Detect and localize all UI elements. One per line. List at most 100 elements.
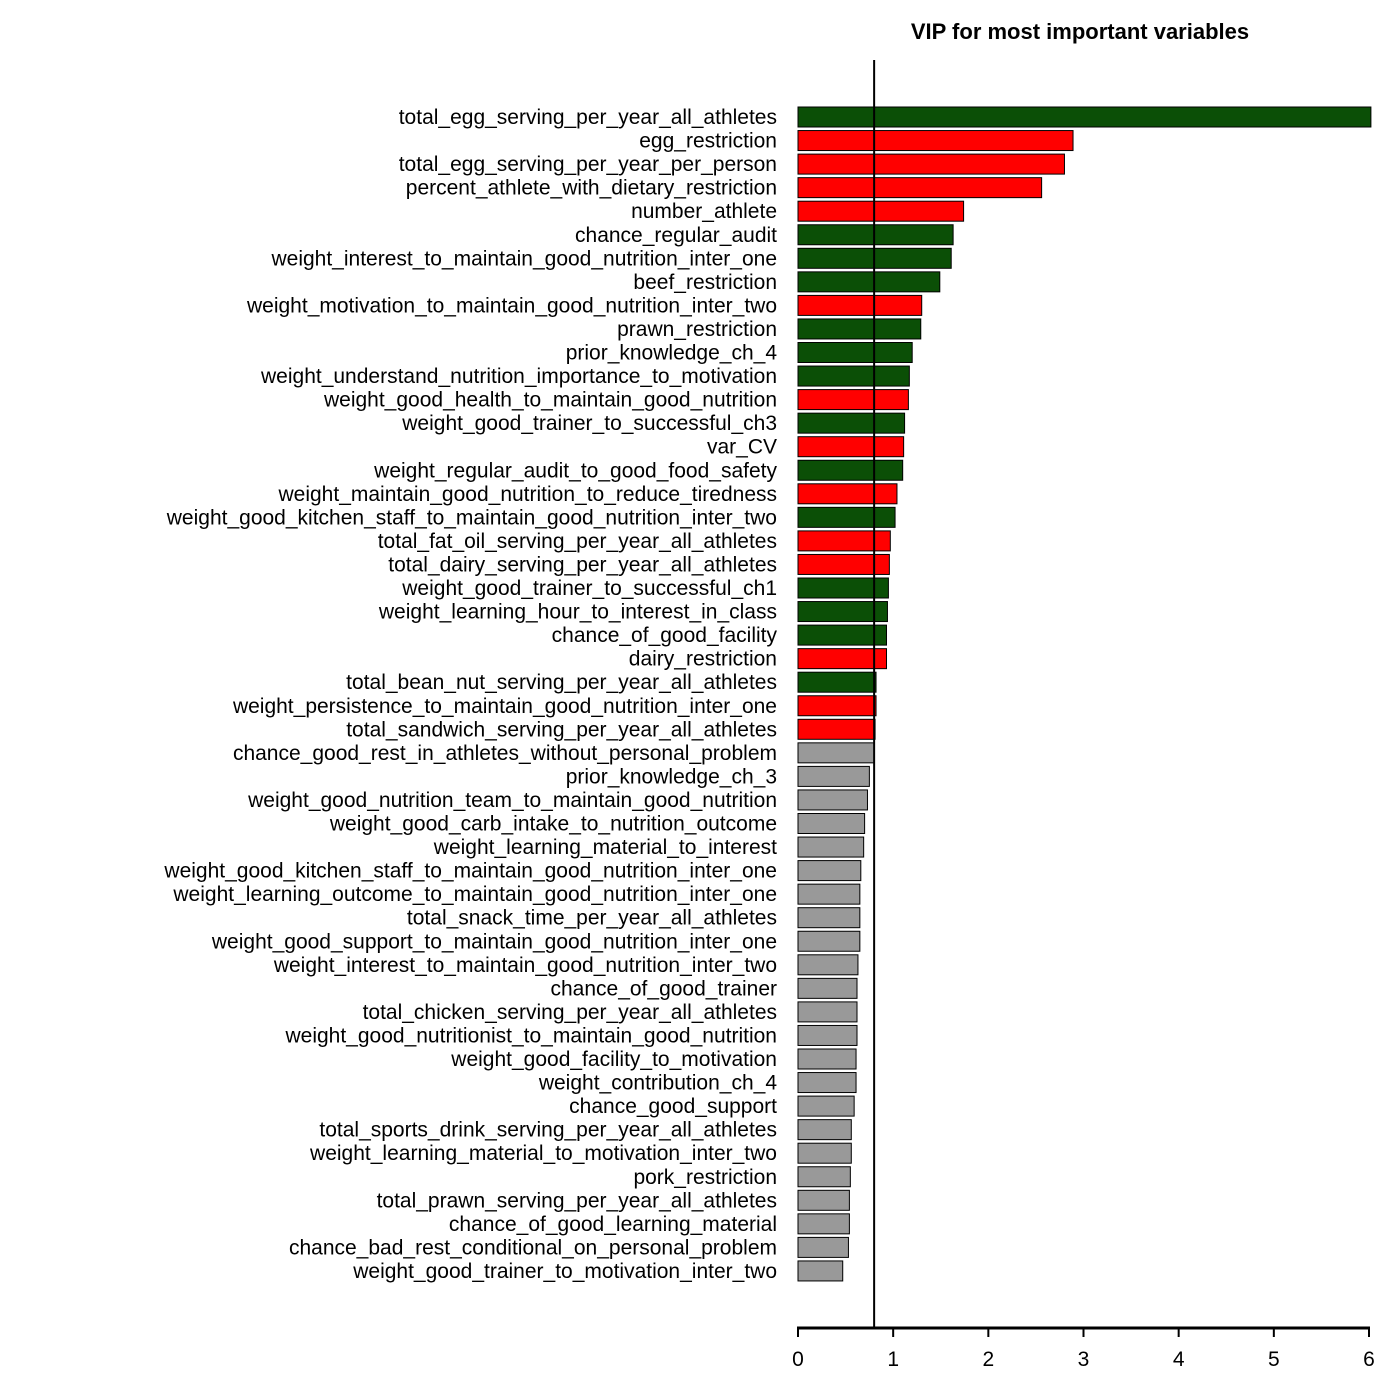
category-label: total_egg_serving_per_year_all_athletes (399, 106, 777, 129)
x-tick-label: 4 (1173, 1348, 1185, 1371)
category-label: total_snack_time_per_year_all_athletes (407, 907, 777, 930)
bar-beef_restriction (797, 271, 941, 293)
bar-weight_good_trainer_to_successful_ch1 (797, 577, 889, 599)
category-label: total_bean_nut_serving_per_year_all_athl… (346, 671, 777, 694)
category-label: pork_restriction (633, 1166, 777, 1189)
category-label: chance_of_good_facility (552, 624, 778, 647)
bar-weight_good_support_to_maintain_good_nutrition_inter_one (797, 930, 861, 952)
category-label: weight_good_trainer_to_motivation_inter_… (352, 1260, 777, 1283)
bar-weight_good_nutrition_team_to_maintain_good_nutrition (797, 789, 868, 811)
category-label: weight_learning_material_to_motivation_i… (309, 1142, 777, 1165)
bar-prior_knowledge_ch_4 (797, 342, 913, 363)
category-label: chance_good_support (569, 1095, 777, 1118)
category-label: egg_restriction (639, 130, 777, 153)
bar-total_fat_oil_serving_per_year_all_athletes (797, 530, 891, 552)
bar-weight_good_trainer_to_successful_ch3 (797, 412, 906, 434)
category-label: beef_restriction (633, 271, 777, 294)
bar-weight_understand_nutrition_importance_to_motivation (797, 365, 910, 387)
bar-weight_good_health_to_maintain_good_nutrition (797, 389, 909, 411)
bar-prior_knowledge_ch_3 (797, 765, 870, 787)
category-label: weight_interest_to_maintain_good_nutriti… (270, 247, 777, 270)
bar-total_sandwich_serving_per_year_all_athletes (797, 718, 876, 740)
category-label: weight_understand_nutrition_importance_t… (260, 365, 777, 388)
bar-weight_motivation_to_maintain_good_nutrition_inter_two (797, 294, 923, 316)
bar-chance_regular_audit (797, 224, 954, 246)
bar-total_egg_serving_per_year_all_athletes (797, 106, 1372, 128)
bar-total_sports_drink_serving_per_year_all_athletes (797, 1119, 852, 1141)
bar-weight_good_carb_intake_to_nutrition_outcome (797, 813, 866, 834)
bar-total_prawn_serving_per_year_all_athletes (797, 1189, 850, 1211)
bar-weight_learning_outcome_to_maintain_good_nutrition_inter_one (797, 883, 861, 905)
category-label: total_sports_drink_serving_per_year_all_… (319, 1119, 777, 1142)
category-label: weight_good_kitchen_staff_to_maintain_go… (166, 506, 777, 529)
bar-weight_learning_hour_to_interest_in_class (797, 601, 888, 623)
category-label: weight_good_facility_to_motivation (450, 1048, 777, 1071)
category-label: weight_maintain_good_nutrition_to_reduce… (277, 483, 777, 506)
category-label: weight_good_trainer_to_successful_ch3 (401, 412, 777, 435)
bar-dairy_restriction (797, 648, 888, 670)
bar-chance_bad_rest_conditional_on_personal_problem (797, 1236, 849, 1258)
category-label: weight_good_nutritionist_to_maintain_goo… (284, 1024, 777, 1047)
bar-weight_contribution_ch_4 (797, 1072, 857, 1094)
category-label: total_sandwich_serving_per_year_all_athl… (346, 718, 777, 741)
bar-weight_good_facility_to_motivation (797, 1048, 857, 1070)
bar-chance_of_good_trainer (797, 977, 858, 999)
category-label: var_CV (707, 436, 777, 459)
category-label: weight_regular_audit_to_good_food_safety (373, 459, 777, 482)
category-label: chance_bad_rest_conditional_on_personal_… (289, 1236, 777, 1259)
chart-title: VIP for most important variables (911, 19, 1249, 44)
bar-chance_of_good_learning_material (797, 1213, 850, 1235)
category-label: weight_learning_hour_to_interest_in_clas… (378, 601, 777, 624)
category-label: chance_regular_audit (575, 224, 777, 247)
bar-var_CV (797, 436, 905, 458)
category-label: chance_good_rest_in_athletes_without_per… (233, 742, 777, 765)
bar-pork_restriction (797, 1166, 851, 1188)
category-label: total_prawn_serving_per_year_all_athlete… (377, 1189, 777, 1212)
bar-weight_regular_audit_to_good_food_safety (797, 459, 904, 481)
bar-chance_good_support (797, 1095, 855, 1117)
bar-prawn_restriction (797, 318, 922, 340)
bar-weight_learning_material_to_interest (797, 836, 865, 858)
category-label: weight_interest_to_maintain_good_nutriti… (273, 954, 777, 977)
category-label: dairy_restriction (629, 648, 777, 671)
category-label: weight_good_health_to_maintain_good_nutr… (323, 389, 777, 412)
bar-weight_interest_to_maintain_good_nutrition_inter_two (797, 954, 859, 976)
bar-weight_good_kitchen_staff_to_maintain_good_nutrition_inter_two (797, 506, 896, 528)
bar-total_snack_time_per_year_all_athletes (797, 907, 861, 929)
bar-weight_persistence_to_maintain_good_nutrition_inter_one (797, 695, 877, 717)
bars-group (797, 106, 1372, 1282)
bar-total_chicken_serving_per_year_all_athletes (797, 1001, 858, 1023)
category-label: chance_of_good_learning_material (449, 1213, 777, 1236)
category-label: weight_motivation_to_maintain_good_nutri… (246, 294, 777, 317)
category-label: weight_contribution_ch_4 (538, 1072, 777, 1095)
category-label: prawn_restriction (617, 318, 777, 341)
x-tick-label: 5 (1268, 1348, 1280, 1371)
category-label: weight_good_kitchen_staff_to_maintain_go… (163, 860, 777, 883)
bar-percent_athlete_with_dietary_restriction (797, 177, 1043, 199)
bar-chance_of_good_facility (797, 624, 888, 646)
category-label: weight_good_carb_intake_to_nutrition_out… (329, 813, 777, 836)
x-tick-label: 3 (1078, 1348, 1090, 1371)
bar-weight_good_trainer_to_motivation_inter_two (797, 1260, 844, 1282)
category-label: total_chicken_serving_per_year_all_athle… (363, 1001, 777, 1024)
bar-egg_restriction (797, 130, 1074, 152)
bar-chance_good_rest_in_athletes_without_personal_problem (797, 742, 875, 764)
category-label: prior_knowledge_ch_3 (566, 765, 777, 788)
x-tick-label: 2 (982, 1348, 994, 1371)
bar-total_egg_serving_per_year_per_person (797, 153, 1065, 175)
category-label: weight_learning_material_to_interest (433, 836, 777, 859)
x-tick-label: 0 (792, 1348, 804, 1371)
x-tick-label: 6 (1363, 1348, 1375, 1371)
category-label: weight_good_nutrition_team_to_maintain_g… (247, 789, 777, 812)
category-label: total_egg_serving_per_year_per_person (399, 153, 777, 176)
x-tick-label: 1 (887, 1348, 899, 1371)
bar-total_bean_nut_serving_per_year_all_athletes (797, 671, 877, 693)
category-label: weight_persistence_to_maintain_good_nutr… (232, 695, 777, 718)
category-label: total_fat_oil_serving_per_year_all_athle… (378, 530, 777, 553)
category-label: percent_athlete_with_dietary_restriction (406, 177, 777, 200)
category-label: weight_good_support_to_maintain_good_nut… (211, 930, 777, 953)
category-label: total_dairy_serving_per_year_all_athlete… (388, 553, 777, 576)
bar-weight_good_kitchen_staff_to_maintain_good_nutrition_inter_one (797, 860, 862, 882)
